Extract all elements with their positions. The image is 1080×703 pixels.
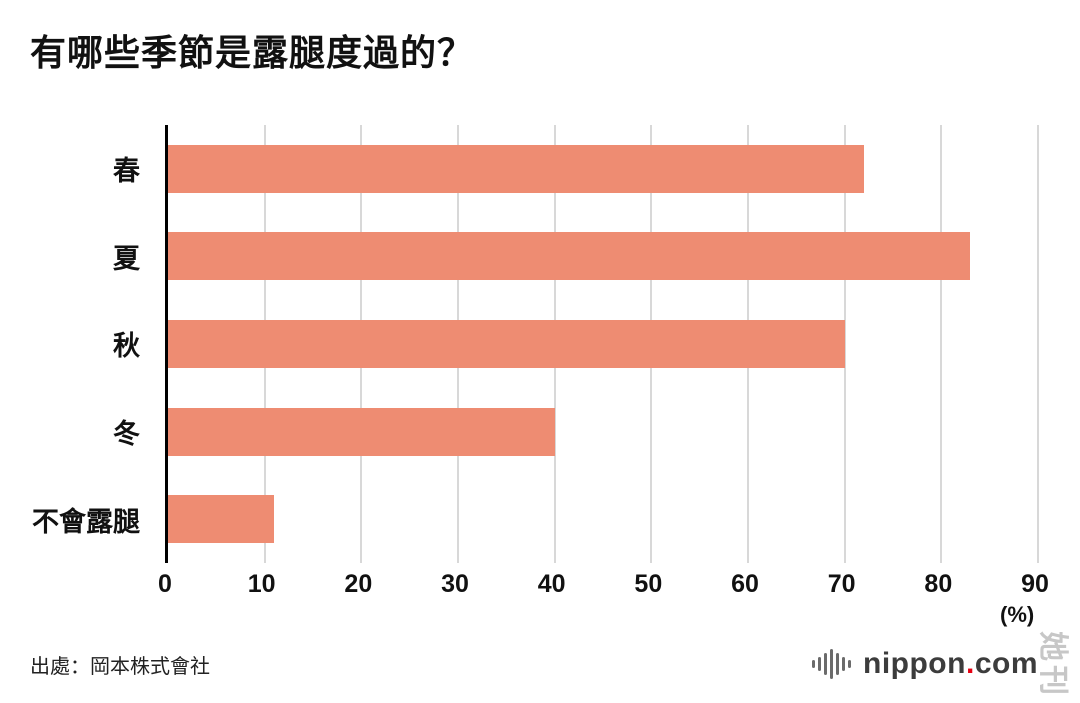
x-tick-label: 60 bbox=[731, 570, 759, 598]
bar-row bbox=[168, 475, 1038, 563]
x-axis-ticks: 0 10 20 30 40 50 60 70 80 90 bbox=[158, 570, 1049, 602]
x-tick-label: 20 bbox=[344, 570, 373, 598]
x-tick-label: 80 bbox=[924, 570, 953, 598]
logo-name: nippon bbox=[863, 647, 966, 680]
bar-rows bbox=[168, 125, 1038, 563]
bar-row bbox=[168, 300, 1038, 388]
bar-row bbox=[168, 213, 1038, 301]
category-label: 秋 bbox=[113, 331, 140, 362]
chart-bar bbox=[168, 407, 555, 456]
x-tick-label: 10 bbox=[247, 570, 276, 598]
x-axis-unit-label: (%) bbox=[1000, 602, 1035, 627]
x-tick-label: 40 bbox=[537, 570, 566, 598]
x-tick-label: 90 bbox=[1021, 570, 1049, 598]
gridline bbox=[1037, 125, 1039, 563]
x-tick-label: 0 bbox=[158, 570, 172, 598]
x-tick-label: 70 bbox=[827, 570, 856, 598]
chart-bar bbox=[168, 144, 864, 193]
chart-bar bbox=[168, 319, 845, 368]
category-label: 春 bbox=[113, 156, 140, 187]
bar-row bbox=[168, 388, 1038, 476]
logo-text: nippon.com bbox=[863, 647, 1038, 681]
category-label: 不會露腿 bbox=[32, 506, 140, 537]
chart-bar bbox=[168, 495, 275, 544]
soundwave-bars-icon bbox=[812, 647, 851, 681]
chart-title: 有哪些季節是露腿度過的？ bbox=[30, 32, 475, 73]
x-tick-label: 50 bbox=[634, 570, 663, 598]
gridline bbox=[843, 125, 846, 563]
source-text: 出處：岡本株式會社 bbox=[30, 656, 210, 678]
bar-row bbox=[168, 125, 1038, 213]
category-label: 夏 bbox=[113, 243, 140, 274]
chart-bar bbox=[168, 232, 971, 281]
plot-area bbox=[165, 125, 1039, 563]
logo-dot: . bbox=[965, 647, 975, 680]
x-tick-label: 30 bbox=[441, 570, 469, 598]
watermark: 她刊 bbox=[1036, 631, 1069, 699]
logo-tld: com bbox=[974, 647, 1038, 680]
gridline bbox=[940, 125, 943, 563]
nippon-logo: nippon.com bbox=[812, 647, 1038, 681]
category-label: 冬 bbox=[113, 419, 140, 450]
category-labels: 春夏秋冬不會露腿 bbox=[0, 125, 152, 563]
